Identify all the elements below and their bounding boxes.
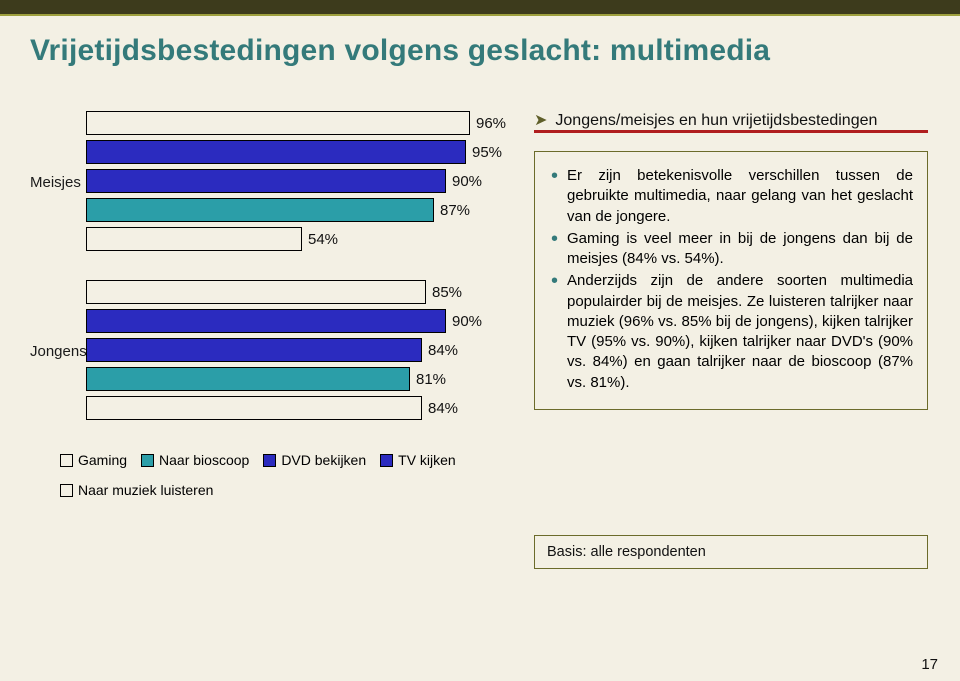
chart-group: Meisjes 96% 95% 90% 87% 54% [30,110,522,255]
bar-row: 90% [86,168,516,194]
legend-swatch [60,454,73,467]
bar [86,198,434,222]
bar-row: 54% [86,226,516,252]
page-title: Vrijetijdsbestedingen volgens geslacht: … [30,34,930,68]
bar-value-label: 96% [476,115,506,132]
bar-row: 84% [86,337,516,363]
legend-swatch [141,454,154,467]
legend-label: Naar bioscoop [159,452,249,468]
bars-column: 96% 95% 90% 87% 54% [86,110,516,255]
bar-row: 87% [86,197,516,223]
bar-row: 84% [86,395,516,421]
bar-value-label: 87% [440,202,470,219]
bar [86,227,302,251]
legend-item: Naar bioscoop [141,452,249,468]
legend-item: TV kijken [380,452,456,468]
info-bullet: Gaming is veel meer in bij de jongens da… [549,229,913,270]
group-label: Jongens [30,343,86,360]
legend-label: DVD bekijken [281,452,366,468]
bar [86,396,422,420]
legend-swatch [380,454,393,467]
bar-value-label: 54% [308,231,338,248]
bar-chart: Meisjes 96% 95% 90% 87% 54% Jongens 85% 90% 84% 81… [30,110,522,569]
red-divider [534,130,928,133]
legend-swatch [60,484,73,497]
legend-label: TV kijken [398,452,456,468]
page-number: 17 [921,656,938,673]
bar-row: 90% [86,308,516,334]
legend-swatch [263,454,276,467]
info-bullet: Er zijn betekenisvolle verschillen tusse… [549,166,913,227]
legend-label: Naar muziek luisteren [78,482,213,498]
bar [86,140,466,164]
page-body: Vrijetijdsbestedingen volgens geslacht: … [0,16,960,681]
info-panel: ➤ Jongens/meisjes en hun vrijetijdsbeste… [534,110,928,569]
bar [86,367,410,391]
chart-group: Jongens 85% 90% 84% 81% 84% [30,279,522,424]
bar [86,309,446,333]
bar [86,280,426,304]
info-heading: Jongens/meisjes en hun vrijetijdsbestedi… [555,112,877,130]
chart-legend: Gaming Naar bioscoop DVD bekijken TV kijken… [60,452,522,498]
bar-value-label: 81% [416,371,446,388]
info-bullet: Anderzijds zijn de andere soorten multim… [549,271,913,393]
bar-row: 96% [86,110,516,136]
bar-row: 81% [86,366,516,392]
bar [86,111,470,135]
bar [86,169,446,193]
bullet-box: Er zijn betekenisvolle verschillen tusse… [534,151,928,410]
basis-box: Basis: alle respondenten [534,535,928,569]
bar [86,338,422,362]
bars-column: 85% 90% 84% 81% 84% [86,279,516,424]
bar-value-label: 95% [472,144,502,161]
bar-value-label: 84% [428,400,458,417]
bar-value-label: 90% [452,173,482,190]
legend-item: Naar muziek luisteren [60,482,213,498]
bar-row: 85% [86,279,516,305]
group-label: Meisjes [30,174,86,191]
legend-item: DVD bekijken [263,452,366,468]
legend-label: Gaming [78,452,127,468]
bar-row: 95% [86,139,516,165]
legend-item: Gaming [60,452,127,468]
arrow-icon: ➤ [534,110,547,130]
top-stripe [0,0,960,16]
bar-value-label: 90% [452,313,482,330]
bar-value-label: 85% [432,284,462,301]
bar-value-label: 84% [428,342,458,359]
info-heading-row: ➤ Jongens/meisjes en hun vrijetijdsbeste… [534,110,928,133]
content-row: Meisjes 96% 95% 90% 87% 54% Jongens 85% 90% 84% 81… [30,110,930,569]
